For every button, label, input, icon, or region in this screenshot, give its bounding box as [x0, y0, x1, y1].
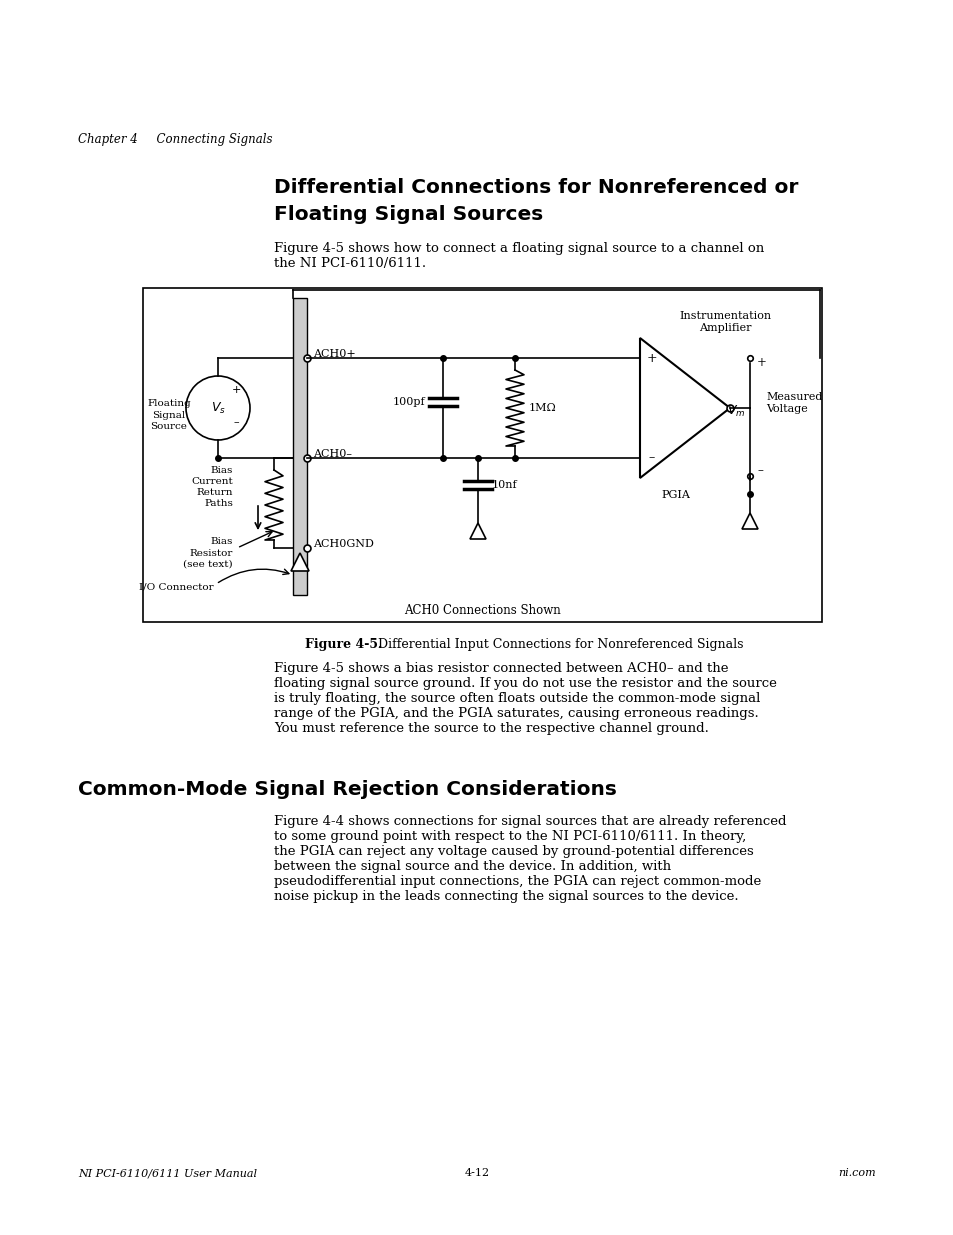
Text: to some ground point with respect to the NI PCI-6110/6111. In theory,: to some ground point with respect to the… — [274, 830, 745, 844]
Text: Figure 4-4 shows connections for signal sources that are already referenced: Figure 4-4 shows connections for signal … — [274, 815, 785, 827]
Text: NI PCI-6110/6111 User Manual: NI PCI-6110/6111 User Manual — [78, 1168, 256, 1178]
Text: ACH0 Connections Shown: ACH0 Connections Shown — [404, 604, 560, 618]
Text: 4-12: 4-12 — [464, 1168, 489, 1178]
Text: Differential Input Connections for Nonreferenced Signals: Differential Input Connections for Nonre… — [370, 638, 742, 651]
Text: PGIA: PGIA — [660, 490, 690, 500]
Text: Chapter 4     Connecting Signals: Chapter 4 Connecting Signals — [78, 133, 273, 146]
Text: Instrumentation
Amplifier: Instrumentation Amplifier — [679, 310, 770, 333]
Polygon shape — [291, 553, 309, 571]
Text: $V_m$: $V_m$ — [726, 404, 744, 419]
Text: Figure 4-5 shows a bias resistor connected between ACH0– and the: Figure 4-5 shows a bias resistor connect… — [274, 662, 728, 676]
Polygon shape — [639, 338, 729, 478]
Text: –: – — [648, 452, 655, 464]
Text: the NI PCI-6110/6111.: the NI PCI-6110/6111. — [274, 257, 426, 270]
Text: –: – — [233, 417, 238, 427]
Text: ACH0+: ACH0+ — [313, 350, 355, 359]
Text: +: + — [646, 352, 657, 364]
Text: You must reference the source to the respective channel ground.: You must reference the source to the res… — [274, 722, 708, 735]
Text: –: – — [757, 464, 762, 478]
Text: 1MΩ: 1MΩ — [529, 403, 557, 412]
Circle shape — [186, 375, 250, 440]
Text: noise pickup in the leads connecting the signal sources to the device.: noise pickup in the leads connecting the… — [274, 890, 738, 903]
Text: 10nf: 10nf — [492, 479, 517, 489]
Text: range of the PGIA, and the PGIA saturates, causing erroneous readings.: range of the PGIA, and the PGIA saturate… — [274, 706, 758, 720]
Polygon shape — [741, 513, 758, 529]
Text: Measured
Voltage: Measured Voltage — [765, 391, 821, 414]
Text: Floating
Signal
Source: Floating Signal Source — [147, 399, 191, 431]
Text: Figure 4-5 shows how to connect a floating signal source to a channel on: Figure 4-5 shows how to connect a floati… — [274, 242, 763, 254]
Text: Floating Signal Sources: Floating Signal Sources — [274, 205, 542, 224]
Text: Bias
Resistor
(see text): Bias Resistor (see text) — [183, 537, 233, 568]
Text: +: + — [231, 385, 240, 395]
Text: ni.com: ni.com — [838, 1168, 875, 1178]
Text: Bias
Current
Return
Paths: Bias Current Return Paths — [191, 466, 233, 508]
Text: floating signal source ground. If you do not use the resistor and the source: floating signal source ground. If you do… — [274, 677, 776, 690]
Text: I/O Connector: I/O Connector — [139, 583, 213, 592]
Text: ACH0GND: ACH0GND — [313, 538, 374, 550]
Text: Figure 4-5.: Figure 4-5. — [305, 638, 382, 651]
Text: ACH0–: ACH0– — [313, 450, 352, 459]
Text: $V_s$: $V_s$ — [211, 400, 225, 415]
Text: Differential Connections for Nonreferenced or: Differential Connections for Nonreferenc… — [274, 178, 798, 198]
Bar — [143, 288, 821, 622]
Text: is truly floating, the source often floats outside the common-mode signal: is truly floating, the source often floa… — [274, 692, 760, 705]
Text: +: + — [757, 357, 766, 369]
Polygon shape — [470, 522, 485, 538]
Bar — [293, 298, 307, 595]
Text: between the signal source and the device. In addition, with: between the signal source and the device… — [274, 860, 670, 873]
Text: pseudodifferential input connections, the PGIA can reject common-mode: pseudodifferential input connections, th… — [274, 876, 760, 888]
Text: 100pf: 100pf — [392, 396, 424, 408]
Text: the PGIA can reject any voltage caused by ground-potential differences: the PGIA can reject any voltage caused b… — [274, 845, 753, 858]
Text: Common-Mode Signal Rejection Considerations: Common-Mode Signal Rejection Considerati… — [78, 781, 617, 799]
